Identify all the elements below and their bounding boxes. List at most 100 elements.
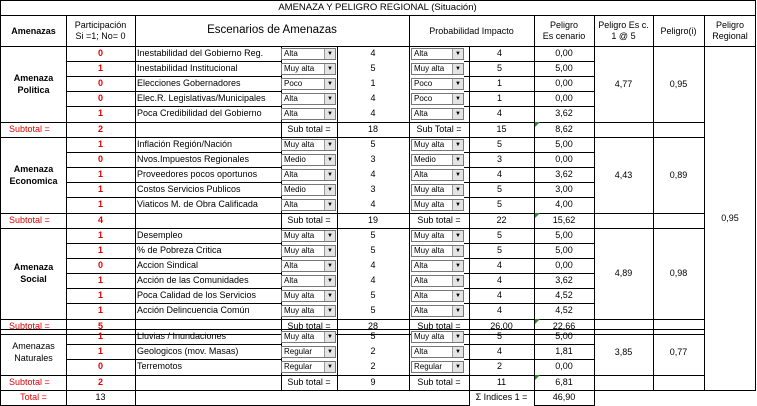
chevron-down-icon[interactable]: ▼	[452, 361, 463, 372]
subtotal-participation: 4	[97, 215, 103, 225]
chevron-down-icon[interactable]: ▼	[324, 331, 335, 342]
impact-level-select[interactable]: Alta ▼	[411, 168, 464, 181]
scenario-level-select[interactable]: Poco ▼	[281, 77, 336, 90]
impact-level-select[interactable]: Alta ▼	[411, 274, 464, 287]
participation-cell[interactable]: 1	[97, 63, 103, 73]
chevron-down-icon[interactable]: ▼	[324, 63, 335, 74]
scenario-level-select[interactable]: Muy alta ▼	[281, 229, 336, 242]
scenario-level-select[interactable]: Medio ▼	[281, 183, 336, 196]
impact-level-value: 4	[496, 169, 502, 179]
participation-cell[interactable]: 0	[97, 78, 103, 88]
chevron-down-icon[interactable]: ▼	[452, 305, 463, 316]
impact-level-select[interactable]: Alta ▼	[411, 289, 464, 302]
scenario-level-select[interactable]: Alta ▼	[281, 107, 336, 120]
chevron-down-icon[interactable]: ▼	[324, 93, 335, 104]
chevron-down-icon[interactable]: ▼	[324, 245, 335, 256]
impact-level-select[interactable]: Alta ▼	[411, 47, 464, 60]
scenario-level-select[interactable]: Alta ▼	[281, 168, 336, 181]
chevron-down-icon[interactable]: ▼	[452, 93, 463, 104]
chevron-down-icon[interactable]: ▼	[324, 154, 335, 165]
participation-cell[interactable]: 1	[97, 290, 103, 300]
participation-cell[interactable]: 1	[97, 108, 103, 118]
participation-cell[interactable]: 1	[97, 305, 103, 315]
chevron-down-icon[interactable]: ▼	[452, 48, 463, 59]
participation-cell[interactable]: 1	[97, 184, 103, 194]
chevron-down-icon[interactable]: ▼	[452, 63, 463, 74]
impact-level-select[interactable]: Muy alta ▼	[411, 244, 464, 257]
impact-level-select[interactable]: Poco ▼	[411, 77, 464, 90]
participation-cell[interactable]: 0	[97, 260, 103, 270]
chevron-down-icon[interactable]: ▼	[452, 275, 463, 286]
impact-level-select[interactable]: Poco ▼	[411, 92, 464, 105]
chevron-down-icon[interactable]: ▼	[452, 78, 463, 89]
chevron-down-icon[interactable]: ▼	[452, 290, 463, 301]
chevron-down-icon[interactable]: ▼	[324, 305, 335, 316]
scenario-level-select[interactable]: Muy alta ▼	[281, 304, 336, 317]
participation-cell[interactable]: 1	[97, 199, 103, 209]
participation-cell[interactable]: 1	[97, 169, 103, 179]
impact-level-select[interactable]: Alta ▼	[411, 259, 464, 272]
impact-level-select[interactable]: Muy alta ▼	[411, 138, 464, 151]
sheet-title: AMENAZA Y PELIGRO REGIONAL (Situación)	[278, 1, 477, 13]
scenario-level-select[interactable]: Alta ▼	[281, 47, 336, 60]
chevron-down-icon[interactable]: ▼	[324, 275, 335, 286]
chevron-down-icon[interactable]: ▼	[324, 48, 335, 59]
participation-cell[interactable]: 1	[97, 245, 103, 255]
chevron-down-icon[interactable]: ▼	[452, 260, 463, 271]
chevron-down-icon[interactable]: ▼	[324, 139, 335, 150]
scenario-level-select[interactable]: Muy alta ▼	[281, 62, 336, 75]
chevron-down-icon[interactable]: ▼	[452, 184, 463, 195]
scenario-level-select[interactable]: Medio ▼	[281, 153, 336, 166]
chevron-down-icon[interactable]: ▼	[324, 78, 335, 89]
participation-cell[interactable]: 0	[97, 48, 103, 58]
chevron-down-icon[interactable]: ▼	[452, 245, 463, 256]
chevron-down-icon[interactable]: ▼	[452, 346, 463, 357]
scenario-level-select[interactable]: Regular ▼	[281, 345, 336, 358]
scenario-level-select[interactable]: Muy alta ▼	[281, 330, 336, 343]
impact-level-select[interactable]: Regular ▼	[411, 360, 464, 373]
scenario-level-select[interactable]: Alta ▼	[281, 92, 336, 105]
chevron-down-icon[interactable]: ▼	[324, 169, 335, 180]
scenario-level-select[interactable]: Alta ▼	[281, 274, 336, 287]
participation-cell[interactable]: 1	[97, 331, 103, 341]
chevron-down-icon[interactable]: ▼	[324, 346, 335, 357]
chevron-down-icon[interactable]: ▼	[324, 361, 335, 372]
scenario-level-select[interactable]: Alta ▼	[281, 198, 336, 211]
scenario-level-select[interactable]: Muy alta ▼	[281, 138, 336, 151]
participation-cell[interactable]: 0	[97, 361, 103, 371]
impact-level-select[interactable]: Alta ▼	[411, 304, 464, 317]
impact-level-select[interactable]: Muy alta ▼	[411, 62, 464, 75]
impact-level-select[interactable]: Alta ▼	[411, 345, 464, 358]
scenario-level-select[interactable]: Alta ▼	[281, 259, 336, 272]
chevron-down-icon[interactable]: ▼	[324, 199, 335, 210]
scenario-level-select[interactable]: Regular ▼	[281, 360, 336, 373]
chevron-down-icon[interactable]: ▼	[324, 290, 335, 301]
impact-level-select[interactable]: Alta ▼	[411, 107, 464, 120]
participation-cell[interactable]: 0	[97, 93, 103, 103]
chevron-down-icon[interactable]: ▼	[452, 331, 463, 342]
impact-level-select[interactable]: Muy alta ▼	[411, 330, 464, 343]
chevron-down-icon[interactable]: ▼	[324, 230, 335, 241]
scenario-level-select[interactable]: Muy alta ▼	[281, 244, 336, 257]
chevron-down-icon[interactable]: ▼	[452, 108, 463, 119]
peligro-escenario-value: 0,00	[555, 48, 573, 58]
participation-cell[interactable]: 1	[97, 346, 103, 356]
chevron-down-icon[interactable]: ▼	[452, 139, 463, 150]
scenario-level-select[interactable]: Muy alta ▼	[281, 289, 336, 302]
chevron-down-icon[interactable]: ▼	[324, 260, 335, 271]
chevron-down-icon[interactable]: ▼	[452, 169, 463, 180]
chevron-down-icon[interactable]: ▼	[452, 154, 463, 165]
grid-line	[534, 106, 595, 107]
participation-cell[interactable]: 1	[97, 139, 103, 149]
chevron-down-icon[interactable]: ▼	[452, 230, 463, 241]
impact-level-select[interactable]: Muy alta ▼	[411, 198, 464, 211]
participation-cell[interactable]: 0	[97, 154, 103, 164]
chevron-down-icon[interactable]: ▼	[324, 108, 335, 119]
participation-cell[interactable]: 1	[97, 275, 103, 285]
impact-level-select[interactable]: Muy alta ▼	[411, 229, 464, 242]
participation-cell[interactable]: 1	[97, 230, 103, 240]
chevron-down-icon[interactable]: ▼	[324, 184, 335, 195]
impact-level-select[interactable]: Muy alta ▼	[411, 183, 464, 196]
impact-level-select[interactable]: Medio ▼	[411, 153, 464, 166]
chevron-down-icon[interactable]: ▼	[452, 199, 463, 210]
